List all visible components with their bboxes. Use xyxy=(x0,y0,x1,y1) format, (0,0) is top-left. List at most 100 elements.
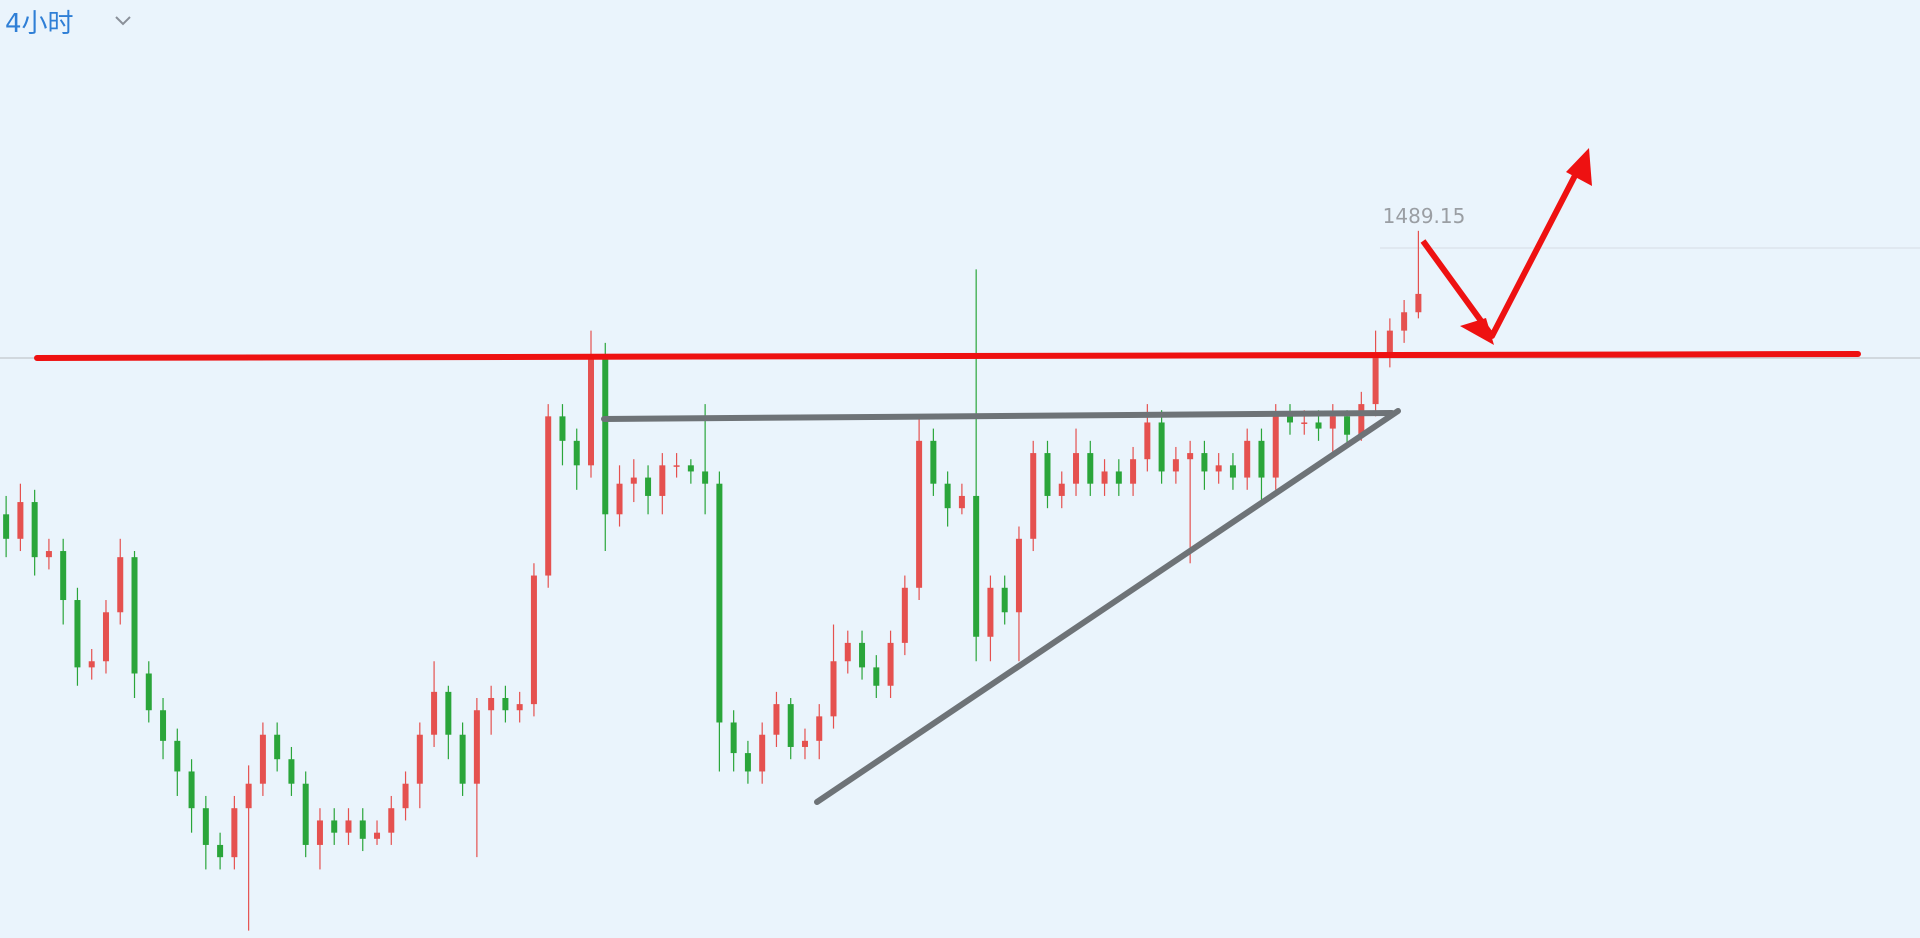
candle-body xyxy=(1087,453,1094,484)
candle-body xyxy=(1158,422,1165,472)
candle-body xyxy=(374,832,381,839)
candle-body xyxy=(759,734,766,772)
candle-body xyxy=(1044,453,1051,496)
triangle-bottom xyxy=(814,408,1401,805)
candles xyxy=(3,230,1422,931)
candle-body xyxy=(602,355,609,515)
candle-body xyxy=(331,820,338,833)
candle-body xyxy=(1030,453,1037,539)
resistance-line xyxy=(34,351,1861,361)
high-label: 1489.15 xyxy=(1383,204,1466,228)
candle-body xyxy=(659,465,666,496)
candle-body xyxy=(1215,465,1222,472)
candle-body xyxy=(345,820,352,833)
candle-body xyxy=(488,697,495,711)
candle-body xyxy=(916,440,923,588)
candle-body xyxy=(1101,471,1108,484)
candle-body xyxy=(1015,538,1022,613)
candle-body xyxy=(1244,440,1251,478)
candle-body xyxy=(773,704,780,735)
arrow-head xyxy=(1566,148,1592,186)
candle-body xyxy=(74,600,81,668)
candle-body xyxy=(1386,330,1393,356)
candle-body xyxy=(459,734,466,784)
candle-body xyxy=(416,734,423,784)
candle-body xyxy=(359,820,366,839)
candle-body xyxy=(944,483,951,509)
candle-body xyxy=(859,642,866,668)
candle-body xyxy=(402,783,409,809)
candle-body xyxy=(1301,422,1308,424)
candle-body xyxy=(573,440,580,466)
candle-body xyxy=(559,416,566,441)
candle-body xyxy=(1329,416,1336,429)
candle-body xyxy=(616,483,623,515)
candle-body xyxy=(987,587,994,637)
candle-body xyxy=(1058,483,1065,496)
candle-body xyxy=(1315,422,1322,429)
candle-body xyxy=(117,557,124,613)
candle-body xyxy=(887,642,894,686)
forecast-arrow xyxy=(1420,160,1585,339)
candle-body xyxy=(1172,459,1179,472)
candle-body xyxy=(1415,293,1422,313)
candle-body xyxy=(744,753,751,772)
candle-body xyxy=(274,734,281,760)
candle-body xyxy=(131,557,138,674)
candle-body xyxy=(1401,312,1408,331)
candle-body xyxy=(31,502,38,558)
candle-body xyxy=(288,759,295,784)
candle-body xyxy=(844,642,851,662)
candle-body xyxy=(445,691,452,735)
candle-body xyxy=(160,710,167,741)
dropdown-chevron[interactable] xyxy=(115,16,131,26)
candle-body xyxy=(1258,440,1265,478)
candle-body xyxy=(316,820,323,845)
candle-body xyxy=(645,477,652,496)
candle-body xyxy=(516,704,523,711)
candle-body xyxy=(1229,465,1236,478)
candle-body xyxy=(801,740,808,747)
candle-body xyxy=(102,612,109,662)
candle-body xyxy=(873,667,880,686)
candle-body xyxy=(1130,459,1137,484)
candle-body xyxy=(730,722,737,754)
candle-body xyxy=(930,440,937,484)
candle-body xyxy=(1115,471,1122,484)
candle-body xyxy=(545,416,552,576)
candle-body xyxy=(1272,416,1279,478)
candle-body xyxy=(202,808,209,845)
candle-body xyxy=(1201,453,1208,472)
candle-body xyxy=(17,502,24,539)
candle-body xyxy=(145,673,152,711)
candle-body xyxy=(1344,416,1351,435)
candle-body xyxy=(1372,355,1379,405)
candle-body xyxy=(60,551,67,601)
triangle-top xyxy=(601,410,1395,422)
candle-body xyxy=(1144,422,1151,460)
candle-body xyxy=(673,465,680,467)
candle-body xyxy=(502,697,509,711)
candle-body xyxy=(1187,453,1194,460)
candle-body xyxy=(588,355,594,466)
candle-body xyxy=(787,704,794,747)
candle-body xyxy=(1001,587,1008,613)
candle-body xyxy=(901,587,908,643)
candle-body xyxy=(687,465,694,472)
candle-body xyxy=(1073,453,1080,484)
candle-body xyxy=(830,661,837,717)
candle-body xyxy=(816,716,823,741)
candle-body xyxy=(88,661,95,668)
candle-body xyxy=(388,808,395,833)
candle-body xyxy=(3,514,10,539)
arrow-head xyxy=(1460,318,1494,345)
candle-body xyxy=(302,783,309,845)
candle-body xyxy=(1358,404,1365,435)
candle-body xyxy=(530,575,537,705)
timeframe-label[interactable]: 4小时 xyxy=(5,9,74,39)
candle-body xyxy=(702,471,709,484)
candle-body xyxy=(1287,416,1293,423)
